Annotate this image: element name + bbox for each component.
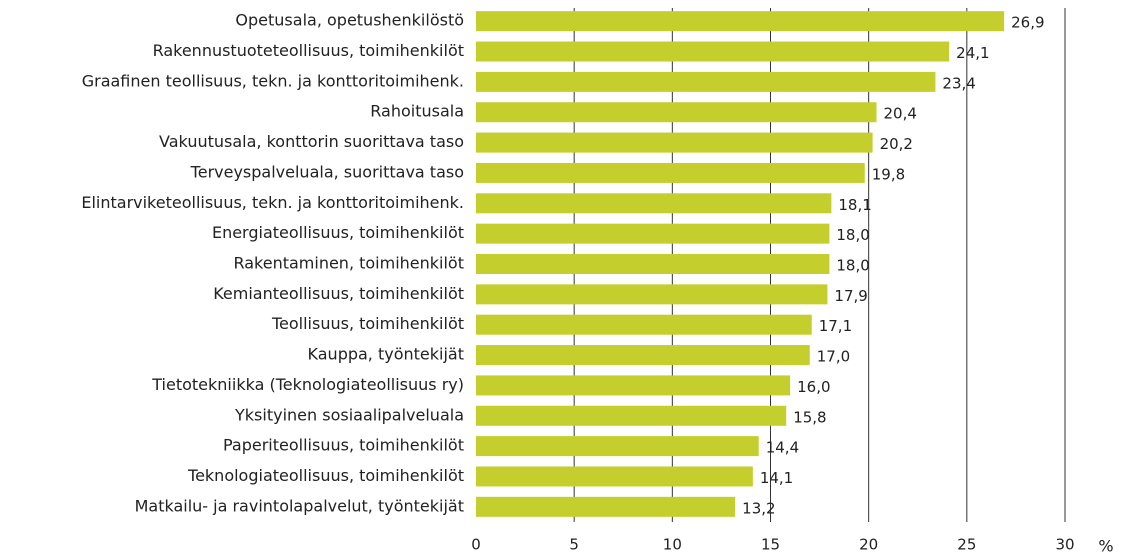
bar xyxy=(476,102,877,123)
y-tick-label: Terveyspalveluala, suorittava taso xyxy=(190,162,464,181)
x-tick-label: 5 xyxy=(569,536,579,554)
value-label: 19,8 xyxy=(872,165,905,183)
x-tick-label: 20 xyxy=(859,536,878,554)
x-axis-label: % xyxy=(1098,537,1113,554)
value-label: 13,2 xyxy=(742,499,775,517)
x-tick-label: 15 xyxy=(761,536,780,554)
y-tick-label: Rahoitusala xyxy=(370,102,464,121)
y-tick-label: Rakennustuoteteollisuus, toimihenkilöt xyxy=(153,41,464,60)
bar xyxy=(476,132,873,153)
y-tick-label: Vakuutusala, konttorin suorittava taso xyxy=(159,132,464,151)
bar xyxy=(476,436,759,457)
bar xyxy=(476,405,787,426)
value-label: 14,4 xyxy=(766,439,799,457)
value-label: 18,0 xyxy=(836,257,869,275)
y-tick-label: Teollisuus, toimihenkilöt xyxy=(271,314,464,333)
value-label: 17,0 xyxy=(817,348,850,366)
value-label: 18,0 xyxy=(836,226,869,244)
y-tick-label: Kauppa, työntekijät xyxy=(308,345,464,364)
value-label: 26,9 xyxy=(1011,14,1044,32)
y-tick-label: Rakentaminen, toimihenkilöt xyxy=(233,254,464,273)
bar xyxy=(476,284,828,305)
bar xyxy=(476,375,791,396)
y-tick-label: Tietotekniikka (Teknologiateollisuus ry) xyxy=(151,375,464,394)
y-tick-label: Graafinen teollisuus, tekn. ja konttorit… xyxy=(82,71,464,90)
y-tick-label: Yksityinen sosiaalipalveluala xyxy=(234,405,464,424)
value-label: 20,2 xyxy=(880,135,913,153)
y-tick-label: Teknologiateollisuus, toimihenkilöt xyxy=(187,466,464,485)
value-label: 16,0 xyxy=(797,378,830,396)
bar xyxy=(476,162,865,183)
value-label: 15,8 xyxy=(793,408,826,426)
bar xyxy=(476,466,753,487)
bar xyxy=(476,11,1005,32)
x-tick-label: 10 xyxy=(663,536,682,554)
value-label: 18,1 xyxy=(838,196,871,214)
x-tick-label: 30 xyxy=(1055,536,1074,554)
bar xyxy=(476,254,830,274)
y-tick-label: Paperiteollisuus, toimihenkilöt xyxy=(223,436,464,455)
bar xyxy=(476,345,810,366)
value-label: 23,4 xyxy=(942,74,975,92)
value-label: 17,1 xyxy=(819,317,852,335)
y-tick-label: Energiateollisuus, toimihenkilöt xyxy=(212,223,464,242)
bar xyxy=(476,71,936,92)
x-tick-label: 0 xyxy=(471,536,481,554)
bar xyxy=(476,314,812,335)
bar xyxy=(476,41,950,62)
y-tick-label: Kemianteollisuus, toimihenkilöt xyxy=(213,284,464,303)
bar xyxy=(476,193,832,214)
value-label: 14,1 xyxy=(760,469,793,487)
bar xyxy=(476,496,736,517)
y-tick-label: Matkailu- ja ravintolapalvelut, työnteki… xyxy=(135,496,464,515)
value-label: 24,1 xyxy=(956,44,989,62)
y-tick-label: Elintarviketeollisuus, tekn. ja konttori… xyxy=(81,193,464,212)
bar xyxy=(476,223,830,244)
x-tick-label: 25 xyxy=(957,536,976,554)
value-label: 20,4 xyxy=(884,105,917,123)
value-label: 17,9 xyxy=(834,287,867,305)
y-tick-label: Opetusala, opetushenkilöstö xyxy=(235,11,464,30)
